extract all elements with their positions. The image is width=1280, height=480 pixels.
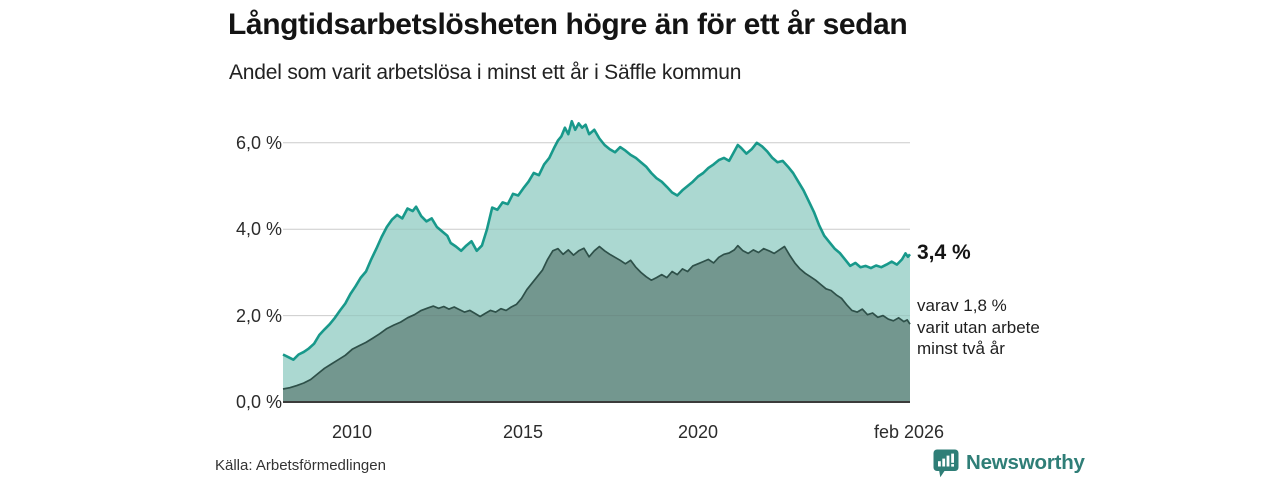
secondary-note-line-1: varav 1,8 % <box>917 296 1007 315</box>
secondary-note-line-2: varit utan arbete <box>917 317 1040 337</box>
outer-series-line <box>282 119 911 361</box>
y-tick-0: 0,0 % <box>235 392 282 412</box>
newsworthy-speech-bubble-bar-chart-icon <box>933 449 959 478</box>
x-tick-2010: 2010 <box>331 422 373 442</box>
y-tick-6: 6,0 % <box>235 132 282 153</box>
secondary-value-note: varav 1,8 % varit utan arbete minst två … <box>917 295 1077 360</box>
source-credit: Källa: Arbetsförmedlingen <box>215 457 386 474</box>
x-tick-2015: 2015 <box>502 422 544 442</box>
y-tick-2: 2,0 % <box>235 305 282 326</box>
newsworthy-logo: Newsworthy <box>933 448 1085 478</box>
y-tick-4: 4,0 % <box>235 219 282 240</box>
page-title: Långtidsarbetslösheten högre än för ett … <box>228 8 908 41</box>
inner-series-area <box>283 245 910 402</box>
secondary-note-line-3: minst två år <box>917 339 1005 358</box>
newsworthy-wordmark: Newsworthy <box>966 451 1085 474</box>
x-tick-feb-2026: feb 2026 <box>873 422 945 442</box>
x-tick-2020: 2020 <box>677 422 719 442</box>
inner-series-line <box>282 244 911 390</box>
latest-value-label: 3,4 % <box>917 241 971 264</box>
page-subtitle: Andel som varit arbetslösa i minst ett å… <box>229 61 742 84</box>
